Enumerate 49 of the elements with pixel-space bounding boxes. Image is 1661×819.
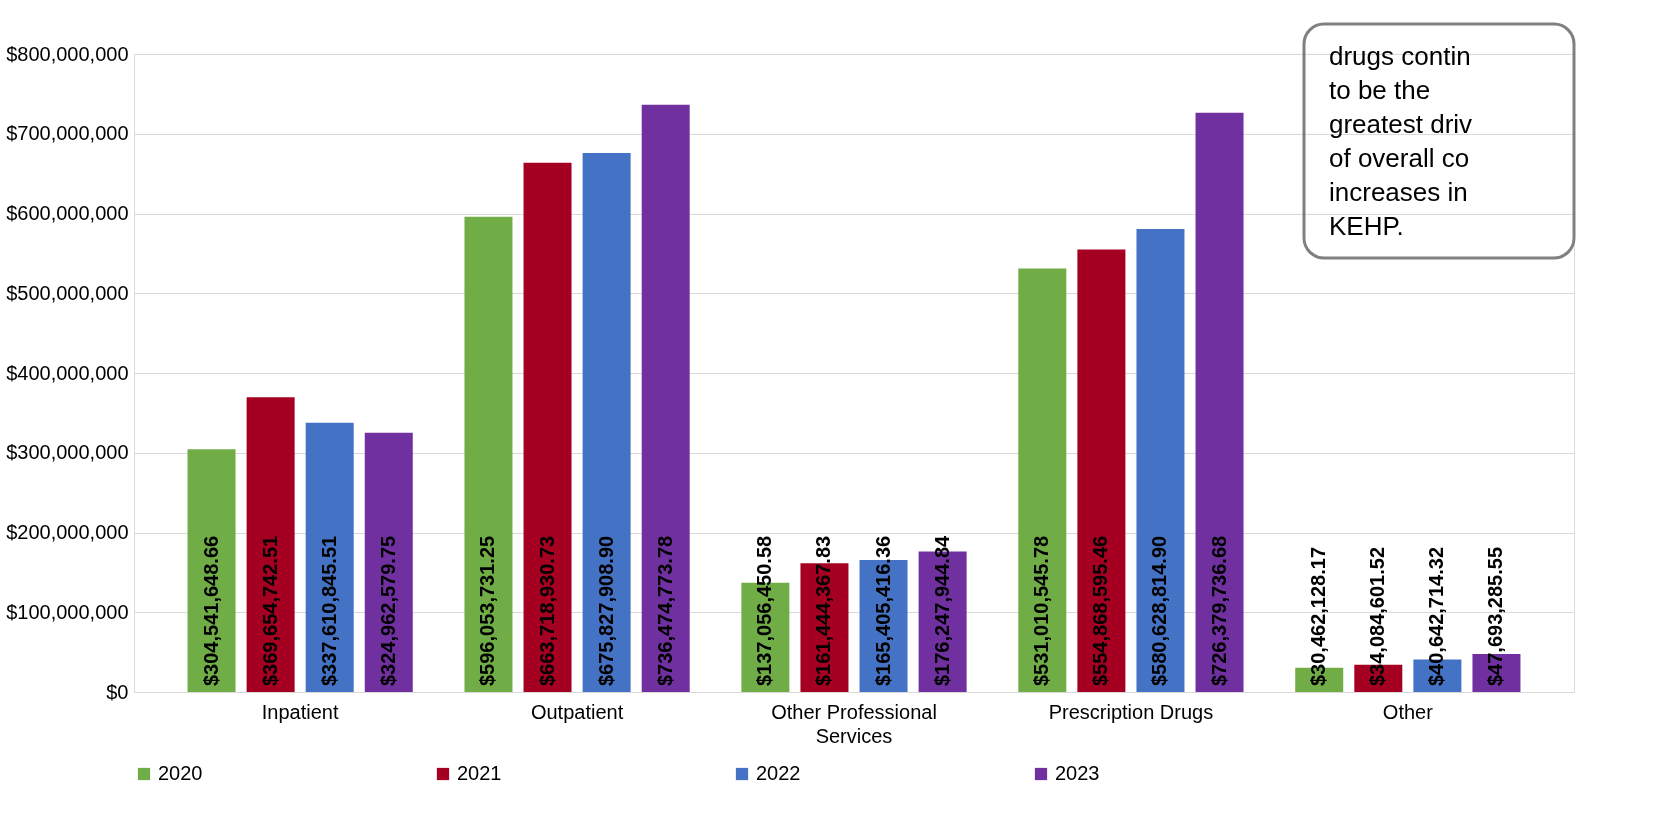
- annotation: drugs contin to be the greatest driv of overall co increases in KEHP.: [1329, 41, 1473, 241]
- bar: [464, 216, 513, 692]
- data-label: $176,247,944.84: [930, 534, 953, 686]
- data-label: $165,405,416.36: [871, 535, 894, 686]
- y-tick-label: $300,000,000: [6, 441, 129, 464]
- x-tick-label: Other Professional Services: [771, 700, 937, 747]
- y-tick-label: $600,000,000: [6, 202, 129, 224]
- y-tick-label: $0: [106, 680, 129, 703]
- data-label: $137,056,450.58: [753, 535, 776, 686]
- y-tick-label: $500,000,000: [6, 281, 129, 304]
- data-label: $726,379,736.68: [1207, 535, 1230, 686]
- y-tick-label: $800,000,000: [6, 42, 129, 65]
- bar: [582, 153, 631, 692]
- data-label: $675,827,908.90: [594, 535, 617, 686]
- legend-label: 2020: [158, 762, 203, 784]
- x-tick-label: Inpatient: [261, 700, 339, 723]
- legend-label: 2021: [457, 762, 502, 784]
- y-tick-label: $100,000,000: [6, 600, 129, 623]
- data-label: $337,610,845.51: [317, 535, 340, 686]
- bar: [641, 104, 690, 692]
- bar: [246, 397, 295, 692]
- y-tick-label: $400,000,000: [6, 361, 129, 384]
- data-label: $554,868,595.46: [1089, 535, 1112, 686]
- data-label: $30,462,128.17: [1307, 546, 1330, 686]
- data-label: $304,541,648.66: [199, 535, 222, 686]
- data-label: $596,053,731.25: [476, 535, 499, 686]
- bar: [1077, 249, 1126, 692]
- x-tick-label: Other: [1382, 700, 1434, 723]
- data-label: $324,962,579.75: [376, 535, 399, 686]
- bar: [1136, 228, 1185, 692]
- legend-label: 2022: [756, 762, 801, 784]
- data-label: $369,654,742.51: [258, 535, 281, 686]
- bar: [305, 422, 354, 692]
- data-label: $663,718,930.73: [535, 535, 558, 686]
- bar: [523, 162, 572, 692]
- data-label: $47,693,285.55: [1484, 546, 1507, 686]
- bar: [1195, 112, 1244, 692]
- bar: [1018, 268, 1067, 692]
- y-tick-label: $700,000,000: [6, 122, 129, 145]
- x-tick-label: Outpatient: [530, 700, 624, 723]
- data-label: $34,084,601.52: [1366, 546, 1389, 686]
- data-label: $40,642,714.32: [1425, 546, 1448, 686]
- data-label: $736,474,773.78: [653, 535, 676, 686]
- data-label: $580,628,814.90: [1148, 535, 1171, 686]
- y-tick-label: $200,000,000: [6, 521, 129, 543]
- data-label: $531,010,545.78: [1030, 535, 1053, 686]
- x-tick-label: Prescription Drugs: [1048, 700, 1214, 723]
- legend-label: 2023: [1055, 762, 1100, 784]
- data-label: $161,444,367.83: [812, 535, 835, 686]
